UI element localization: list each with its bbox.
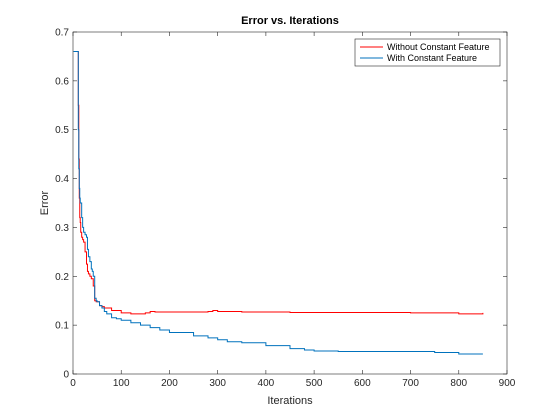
legend-entry: Without Constant Feature [387,42,490,52]
y-tick-label: 0.5 [55,125,69,136]
y-tick-label: 0.4 [55,174,69,185]
y-tick-label: 0.2 [55,272,69,283]
x-tick-label: 100 [113,378,130,389]
y-axis: 0 0.1 0.2 0.3 0.4 0.5 0.6 0.7 [55,28,507,381]
y-tick-label: 0.1 [55,321,69,332]
x-tick-label: 400 [258,378,275,389]
x-axis-label: Iterations [267,395,313,407]
y-tick-label: 0.3 [55,223,69,234]
y-tick-label: 0.6 [55,76,69,87]
y-tick-label: 0.7 [55,28,69,39]
series-line-2 [73,51,483,355]
x-tick-label: 900 [499,378,516,389]
chart-title: Error vs. Iterations [241,15,339,27]
x-tick-label: 200 [161,378,178,389]
x-tick-label: 800 [450,378,467,389]
x-tick-label: 0 [70,378,76,389]
y-axis-label: Error [39,190,51,215]
x-tick-label: 700 [402,378,419,389]
plot-area [72,31,508,375]
x-axis: 0 100 200 300 400 500 600 700 800 900 [70,32,516,389]
x-tick-label: 500 [306,378,323,389]
x-tick-label: 300 [209,378,226,389]
x-tick-label: 600 [354,378,371,389]
series-lines [73,51,484,355]
legend-entry: With Constant Feature [387,53,477,63]
y-tick-label: 0 [63,370,69,381]
legend-box [354,38,501,67]
